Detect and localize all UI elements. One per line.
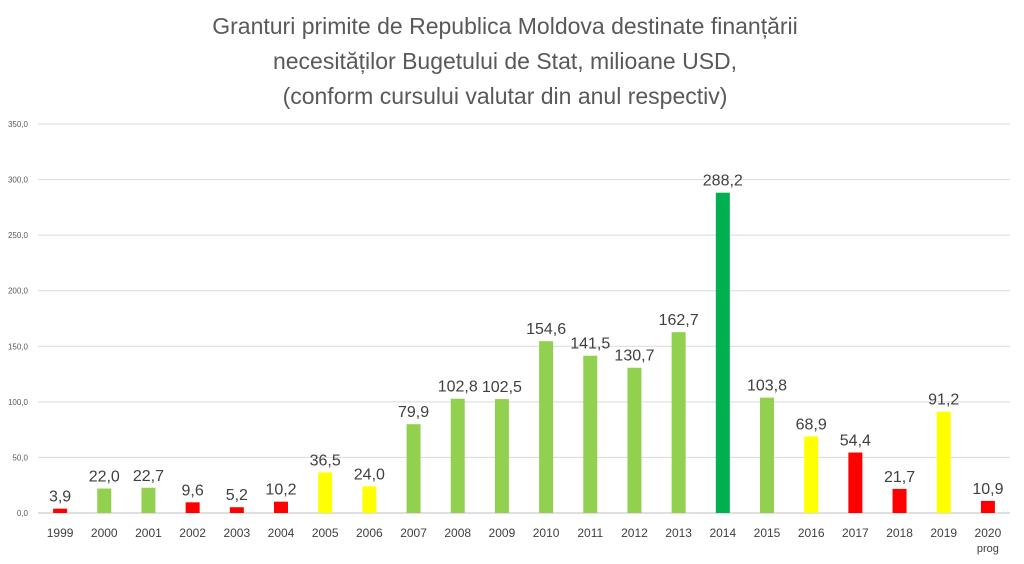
data-label-2003: 5,2 xyxy=(226,487,248,504)
bar-2005 xyxy=(318,472,333,513)
bar-2015 xyxy=(760,397,774,513)
data-label-2016: 68,9 xyxy=(796,416,827,433)
x-tick-label-2006: 2006 xyxy=(356,526,383,540)
bar-2006 xyxy=(362,486,377,513)
y-tick-label: 200,0 xyxy=(8,287,29,296)
bar-2003 xyxy=(229,507,244,513)
y-axis-ticks: 0,0 50,0 100,0 150,0 200,0 250,0 300,0 350,0 xyxy=(8,120,29,518)
data-label-2005: 36,5 xyxy=(310,452,341,469)
x-tick-label-2019: 2019 xyxy=(930,526,957,540)
data-label-2001: 22,7 xyxy=(133,468,164,485)
bar-2020 xyxy=(980,500,995,513)
x-tick-label-2004: 2004 xyxy=(268,526,295,540)
bar-2008 xyxy=(450,398,465,513)
data-label-2000: 22,0 xyxy=(89,469,120,486)
x-tick-label-2016: 2016 xyxy=(798,526,825,540)
data-label-2009: 102,5 xyxy=(482,379,522,396)
chart-title-line-2: necesităților Bugetului de Stat, milioan… xyxy=(273,48,737,74)
data-label-2007: 79,9 xyxy=(398,404,429,421)
bar-2009 xyxy=(494,399,509,513)
x-tick-label-2000: 2000 xyxy=(91,526,118,540)
x-tick-label-2003: 2003 xyxy=(223,526,250,540)
bar-2004 xyxy=(274,501,288,513)
data-label-2002: 9,6 xyxy=(182,482,204,499)
y-tick-label: 250,0 xyxy=(8,231,29,240)
bar-2012 xyxy=(627,367,642,513)
y-tick-label: 100,0 xyxy=(8,398,29,407)
bars xyxy=(53,192,995,513)
data-label-2017: 54,4 xyxy=(840,433,871,450)
y-tick-label: 50,0 xyxy=(12,453,28,462)
data-label-2004: 10,2 xyxy=(265,482,296,499)
bar-1999 xyxy=(53,508,68,513)
x-tick-label-2007: 2007 xyxy=(400,526,427,540)
x-tick-label-2018: 2018 xyxy=(886,526,913,540)
x-tick-label-1999: 1999 xyxy=(47,526,74,540)
data-label-2013: 162,7 xyxy=(659,312,699,329)
y-tick-label: 350,0 xyxy=(8,120,29,129)
x-tick-label-2001: 2001 xyxy=(135,526,162,540)
data-label-2010: 154,6 xyxy=(526,321,566,338)
x-tick-label-2013: 2013 xyxy=(665,526,692,540)
x-tick-label-2012: 2012 xyxy=(621,526,648,540)
bar-2018 xyxy=(892,488,907,513)
y-tick-label: 150,0 xyxy=(8,342,29,351)
x-tick-sublabel-2020: prog xyxy=(977,543,999,555)
x-tick-label-2005: 2005 xyxy=(312,526,339,540)
x-tick-label-2020: 2020 xyxy=(975,526,1002,540)
data-label-2020: 10,9 xyxy=(972,481,1003,498)
data-label-2018: 21,7 xyxy=(884,469,915,486)
bar-2016 xyxy=(804,436,819,513)
x-tick-label-2002: 2002 xyxy=(179,526,206,540)
bar-2010 xyxy=(539,341,554,513)
x-axis-ticks: 1999 2000 2001 2002 2003 2004 2005 2006 2007 2008… xyxy=(47,526,1002,555)
x-tick-label-2015: 2015 xyxy=(754,526,781,540)
bar-2011 xyxy=(583,355,598,513)
data-label-2012: 130,7 xyxy=(614,348,654,365)
data-label-2011: 141,5 xyxy=(570,336,610,353)
gridlines xyxy=(38,123,1010,514)
x-tick-label-2009: 2009 xyxy=(489,526,516,540)
data-label-1999: 3,9 xyxy=(49,489,71,506)
data-label-2019: 91,2 xyxy=(928,392,959,409)
x-tick-label-2008: 2008 xyxy=(444,526,471,540)
bar-2001 xyxy=(141,487,156,513)
bar-2013 xyxy=(671,332,686,513)
x-tick-label-2010: 2010 xyxy=(533,526,560,540)
y-tick-label: 0,0 xyxy=(17,509,29,518)
chart-title-line-1: Granturi primite de Republica Moldova de… xyxy=(212,13,798,39)
data-label-2015: 103,8 xyxy=(747,378,787,395)
chart-title-line-3: (conform cursului valutar din anul respe… xyxy=(283,83,728,109)
bar-2019 xyxy=(936,411,951,513)
x-tick-label-2014: 2014 xyxy=(709,526,736,540)
bar-2000 xyxy=(97,488,112,513)
x-tick-label-2017: 2017 xyxy=(842,526,869,540)
y-tick-label: 300,0 xyxy=(8,176,29,185)
x-tick-label-2011: 2011 xyxy=(577,526,603,540)
bar-2014 xyxy=(715,192,730,513)
bar-2002 xyxy=(185,502,200,513)
chart-title: Granturi primite de Republica Moldova de… xyxy=(212,13,798,109)
bar-2007 xyxy=(406,424,421,513)
data-label-2006: 24,0 xyxy=(354,466,385,483)
data-label-2014: 288,2 xyxy=(703,173,743,190)
data-label-2008: 102,8 xyxy=(438,379,478,396)
bar-2017 xyxy=(848,452,863,513)
